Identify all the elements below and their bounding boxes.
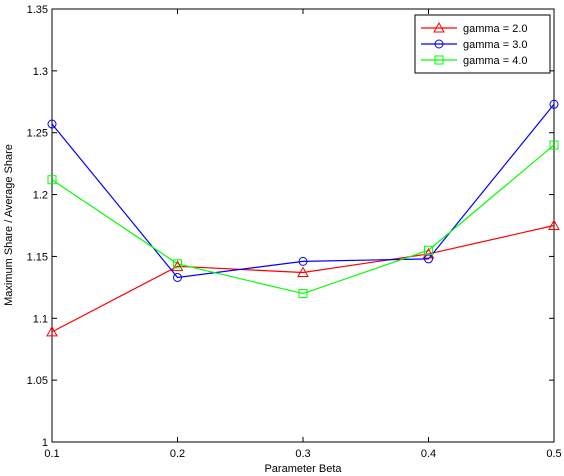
series-markers (46, 99, 560, 337)
y-tick-label: 1.15 (27, 251, 48, 263)
data-point-series-3 (298, 289, 308, 299)
legend-label-3: gamma = 4.0 (463, 55, 528, 67)
data-point-series-1 (46, 325, 58, 337)
data-point-series-3 (173, 259, 182, 269)
series-line-1 (51, 224, 555, 333)
data-point-series-2 (298, 256, 308, 266)
data-point-series-2 (549, 99, 559, 109)
series-lines (51, 103, 555, 333)
y-tick-label: 1.2 (33, 190, 48, 202)
x-tick-label: 0.5 (546, 448, 561, 460)
data-point-series-1 (297, 266, 309, 278)
x-tick-label: 0.2 (170, 448, 185, 460)
legend-marker-2 (434, 39, 444, 49)
x-tick-label: 0.3 (295, 448, 310, 460)
data-point-series-2 (424, 254, 433, 264)
y-axis: 1 1.05 1.1 1.15 1.2 1.25 1.3 1.35 (27, 4, 554, 449)
y-tick-label: 1 (42, 437, 48, 449)
data-point-series-3 (549, 140, 559, 150)
plot-area (51, 8, 555, 443)
y-tick-label: 1.3 (33, 66, 48, 78)
x-axis-label: Parameter Beta (264, 463, 342, 475)
legend-marker-3 (434, 55, 444, 65)
y-tick-label: 1.05 (27, 375, 48, 387)
legend-marker-1 (433, 21, 445, 33)
legend: gamma = 2.0 gamma = 3.0 gamma = 4.0 (414, 14, 551, 74)
y-tick-label: 1.25 (27, 128, 48, 140)
y-tick-label: 1.35 (27, 4, 48, 16)
x-tick-label: 0.4 (421, 448, 436, 460)
data-point-series-2 (173, 272, 182, 282)
y-tick-label: 1.1 (33, 313, 48, 325)
y-axis-label: Maximum Share / Average Share (3, 144, 15, 306)
legend-label-2: gamma = 3.0 (463, 39, 528, 51)
data-point-series-1 (548, 219, 560, 230)
series-line-2 (51, 103, 555, 279)
series-line-3 (51, 144, 555, 295)
data-point-series-1 (422, 247, 435, 259)
x-axis: 0.1 0.2 0.3 0.4 0.5 (44, 9, 562, 460)
legend-label-1: gamma = 2.0 (463, 23, 528, 35)
x-tick-label: 0.1 (44, 448, 59, 460)
data-point-series-2 (47, 119, 57, 129)
data-point-series-1 (171, 260, 184, 271)
data-point-series-3 (424, 245, 433, 255)
data-point-series-3 (47, 175, 57, 185)
